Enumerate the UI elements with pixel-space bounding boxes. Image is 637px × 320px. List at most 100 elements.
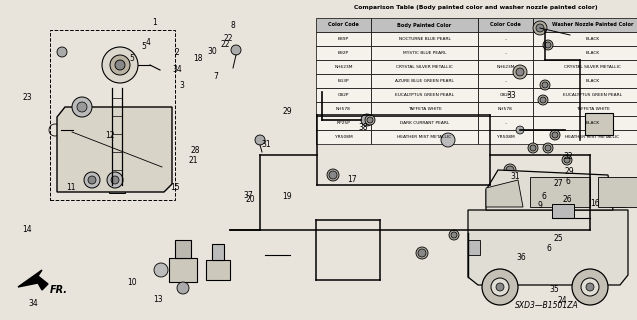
Text: CRYSTAL SILVER METALLIC: CRYSTAL SILVER METALLIC [564,65,621,69]
Circle shape [111,176,119,184]
Bar [478,46,533,60]
Text: 20: 20 [245,196,255,204]
Circle shape [513,65,527,79]
Text: 37: 37 [243,191,254,200]
Circle shape [533,21,547,35]
Bar [316,32,371,46]
Circle shape [528,143,538,153]
Circle shape [418,249,426,257]
Circle shape [536,24,544,32]
Text: 27: 27 [553,179,563,188]
Text: 29: 29 [564,167,574,176]
Text: 2: 2 [175,48,180,57]
Circle shape [564,194,572,202]
Circle shape [365,115,375,125]
Text: TAFFETA WHITE: TAFFETA WHITE [408,107,441,111]
Text: 15: 15 [169,183,180,192]
Circle shape [504,164,516,176]
Circle shape [543,40,553,50]
Text: 31: 31 [510,172,520,181]
Text: FR.: FR. [50,285,68,295]
Polygon shape [57,107,172,192]
Text: 35: 35 [549,285,559,294]
Bar [533,18,637,32]
Text: 30: 30 [207,47,217,56]
Text: 25: 25 [553,234,563,243]
Bar [169,258,197,282]
Bar [533,60,637,74]
Text: SXD3—B1501ZA: SXD3—B1501ZA [515,301,579,310]
Circle shape [72,97,92,117]
Bar [478,130,533,144]
Circle shape [542,82,548,88]
Text: HEATHER MIST METALLIC: HEATHER MIST METALLIC [566,135,620,139]
Text: 29: 29 [282,107,292,116]
Circle shape [562,155,572,165]
Bar [478,116,533,130]
Text: 5: 5 [129,54,134,63]
Bar [371,46,478,60]
Circle shape [516,126,524,134]
Bar [468,240,480,255]
Polygon shape [468,210,628,285]
Text: 36: 36 [517,253,527,262]
Text: BLACK: BLACK [585,121,599,125]
Text: –: – [505,79,506,83]
Text: B92P: B92P [338,51,349,55]
Text: 9: 9 [538,201,543,210]
Bar [316,130,371,144]
Text: 24: 24 [557,296,567,305]
Circle shape [77,102,87,112]
Text: 38: 38 [358,124,368,132]
Bar [316,18,371,32]
Text: NH623M: NH623M [496,65,515,69]
Bar [533,130,637,144]
Circle shape [496,283,504,291]
Text: 23: 23 [22,93,32,102]
Text: EUCALYPTUS GREEN PEARL: EUCALYPTUS GREEN PEARL [563,93,622,97]
Text: 6: 6 [547,244,552,253]
Circle shape [530,145,536,151]
Text: EUCALYPTUS GREEN PEARL: EUCALYPTUS GREEN PEARL [395,93,454,97]
Circle shape [115,60,125,70]
Bar [533,116,637,130]
Text: NH578: NH578 [498,107,513,111]
Circle shape [540,80,550,90]
Text: 34: 34 [28,300,38,308]
Text: Body Painted Color: Body Painted Color [397,22,452,28]
Text: Color Code: Color Code [490,22,521,28]
Text: 17: 17 [347,175,357,184]
Text: AZURE BLUE GREEN PEARL: AZURE BLUE GREEN PEARL [395,79,454,83]
Text: Washer Nozzle Painted Color: Washer Nozzle Painted Color [552,22,633,28]
Text: G82P: G82P [500,93,512,97]
Text: 16: 16 [590,199,600,208]
Polygon shape [486,180,523,207]
Circle shape [482,269,518,305]
Circle shape [552,132,558,138]
Text: 14: 14 [22,225,32,234]
Bar [530,177,590,207]
Bar [175,240,191,258]
Text: 21: 21 [189,156,197,165]
Circle shape [545,145,551,151]
Bar [552,204,574,218]
Text: NOCTURNE BLUE PEARL: NOCTURNE BLUE PEARL [399,37,450,41]
Bar [533,46,637,60]
Text: CRYSTAL SILVER METALLIC: CRYSTAL SILVER METALLIC [396,65,453,69]
Circle shape [564,157,570,163]
Text: Comparison Table (Body painted color and washer nozzle painted color): Comparison Table (Body painted color and… [354,5,598,10]
Circle shape [110,55,130,75]
Text: RP25P: RP25P [336,121,350,125]
Bar [478,74,533,88]
Bar [316,88,371,102]
Circle shape [586,283,594,291]
Text: 28: 28 [191,146,200,155]
Circle shape [177,282,189,294]
Bar [371,88,478,102]
Circle shape [327,169,339,181]
Bar [478,88,533,102]
Text: 26: 26 [562,195,573,204]
Text: 34: 34 [172,65,182,74]
Circle shape [562,192,574,204]
Circle shape [543,143,553,153]
